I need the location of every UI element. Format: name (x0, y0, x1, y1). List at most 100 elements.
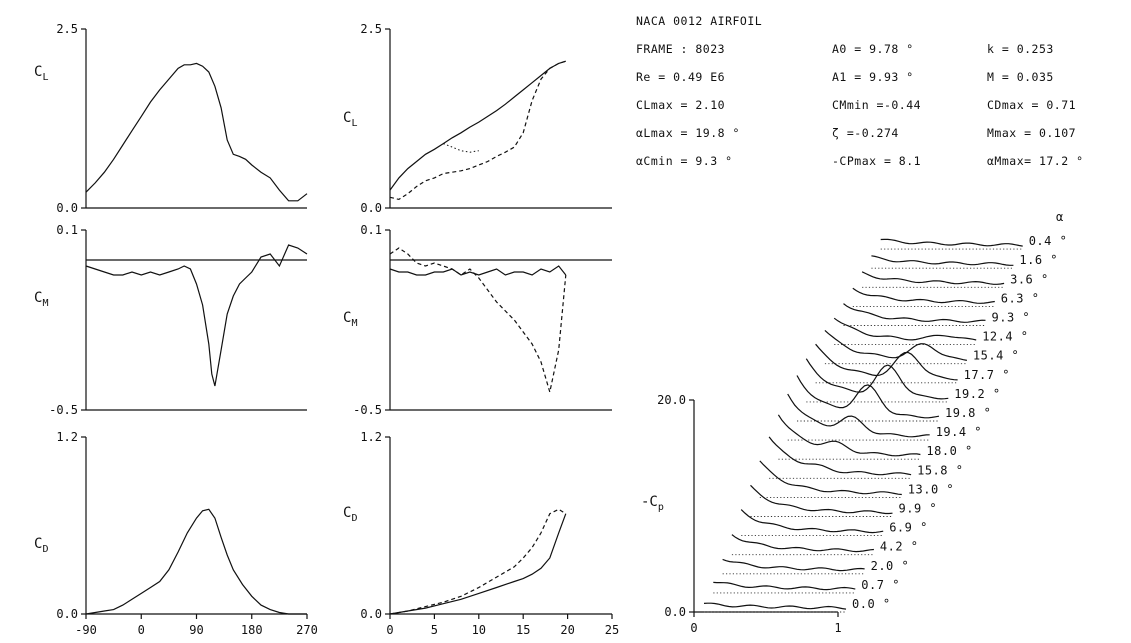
cp-trace (796, 375, 940, 419)
y-tick-label-max: 1.2 (56, 430, 78, 444)
x-tick-label: 5 (431, 623, 438, 637)
info-cdmax: CDmax = 0.71 (987, 98, 1076, 112)
info-block: NACA 0012 AIRFOIL FRAME : 8023 A0 = 9.78… (636, 14, 1084, 168)
alpha-label: 6.9 ° (889, 521, 928, 535)
cp-trace (740, 509, 884, 534)
cp-trace (759, 460, 902, 496)
x-tick-label: 20 (560, 623, 574, 637)
cp-trace (805, 358, 949, 400)
alpha-label: 9.3 ° (992, 311, 1031, 325)
info-a1: A1 = 9.93 ° (832, 70, 914, 84)
alpha-label: 2.0 ° (871, 559, 910, 573)
series-line-solid (85, 244, 308, 387)
cp-trace (833, 317, 977, 341)
cl-alpha-panel: 0.0 2.5 CL (343, 22, 612, 215)
info-re: Re = 0.49 E6 (636, 70, 725, 84)
alpha-label: 4.2 ° (880, 540, 919, 554)
cl-phase-panel: 0.0 2.5 CL (34, 22, 308, 215)
y-tick-label-min: -0.5 (49, 403, 78, 417)
info-clmax: CLmax = 2.10 (636, 98, 725, 112)
series-line-dashed (389, 247, 567, 393)
cp-trace (750, 484, 893, 515)
cm-phase-panel: -0.5 0.1 CM (34, 223, 308, 417)
cp-waterfall-chart: 20.0 0.0 -Cp 0 1 α 0.4 ° 1.6 ° 3.6 ° 6.3 ° 9.3 ° 12… (641, 210, 1067, 635)
alpha-label: 15.8 ° (917, 463, 963, 477)
x-tick-label: 25 (605, 623, 619, 637)
y-axis-label: CL (343, 110, 357, 129)
y-tick-label-max: 2.5 (360, 22, 382, 36)
cp-trace (722, 558, 865, 572)
series-line-dashed (389, 508, 567, 615)
info-k: k = 0.253 (987, 42, 1054, 56)
cp-trace (777, 414, 921, 457)
info-alpha-cmin: αCmin = 9.3 ° (636, 154, 733, 168)
y-tick-label-min: -0.5 (353, 403, 382, 417)
cd-alpha-panel: 0.0 1.2 CD 0 5 10 15 20 25 (343, 430, 619, 637)
y-tick-label-max: 0.1 (360, 223, 382, 237)
x-tick-label: 90 (189, 623, 203, 637)
x-tick-label: 10 (472, 623, 486, 637)
cp-trace (768, 436, 912, 476)
info-cmmin: CMmin =-0.44 (832, 98, 921, 112)
x-tick-label: 0 (138, 623, 145, 637)
info-alpha-mmax: αMmax= 17.2 ° (987, 154, 1084, 168)
y-tick-label-max: 1.2 (360, 430, 382, 444)
x-tick-label: 0 (386, 623, 393, 637)
y-axis-label: CD (343, 505, 357, 524)
cp-trace (880, 238, 1023, 247)
series-line-dotted (443, 143, 479, 153)
alpha-legend-title: α (1056, 210, 1064, 224)
cp-trace (852, 287, 995, 304)
cp-x-tick-label: 0 (690, 621, 697, 635)
x-tick-label: 180 (241, 623, 263, 637)
alpha-label: 19.4 ° (936, 425, 982, 439)
cp-y-axis-label: -Cp (641, 494, 664, 513)
alpha-label: 18.0 ° (926, 444, 972, 458)
series-line-solid (389, 60, 566, 191)
y-axis-label: CM (343, 310, 357, 329)
cp-y-tick-label-min: 0.0 (664, 605, 686, 619)
chart-panels: 0.0 2.5 CL 0.0 2.5 CL -0.5 0.1 CM -0.5 0.1 CM 0.0 1.2… (34, 22, 619, 637)
series-line-solid (389, 265, 567, 276)
cp-trace (731, 534, 874, 553)
series-line-dashed (389, 60, 566, 201)
y-tick-label-min: 0.0 (56, 201, 78, 215)
alpha-label: 6.3 ° (1001, 291, 1040, 305)
y-tick-label-min: 0.0 (360, 201, 382, 215)
info-mmax: Mmax = 0.107 (987, 126, 1076, 140)
alpha-label: 0.0 ° (852, 597, 891, 611)
y-tick-label-min: 0.0 (360, 607, 382, 621)
y-tick-label-max: 2.5 (56, 22, 78, 36)
cm-alpha-panel: -0.5 0.1 CM (343, 223, 612, 417)
y-tick-label-min: 0.0 (56, 607, 78, 621)
cp-trace (815, 343, 958, 381)
alpha-label: 19.8 ° (945, 406, 991, 420)
alpha-label: 15.4 ° (973, 349, 1019, 363)
y-tick-label-max: 0.1 (56, 223, 78, 237)
info-cpmax: -CPmax = 8.1 (832, 154, 921, 168)
info-alpha-lmax: αLmax = 19.8 ° (636, 126, 740, 140)
alpha-label: 13.0 ° (908, 482, 954, 496)
alpha-label: 0.7 ° (861, 578, 900, 592)
airfoil-title: NACA 0012 AIRFOIL (636, 14, 762, 28)
x-tick-label: 270 (296, 623, 318, 637)
cp-trace (824, 329, 968, 361)
alpha-label: 3.6 ° (1010, 272, 1049, 286)
alpha-label: 9.9 ° (899, 502, 938, 516)
alpha-label: 17.7 ° (964, 368, 1010, 382)
cp-trace (871, 255, 1014, 266)
alpha-label: 12.4 ° (982, 330, 1028, 344)
alpha-label: 1.6 ° (1019, 253, 1058, 267)
info-m: M = 0.035 (987, 70, 1054, 84)
cd-phase-panel: 0.0 1.2 CD -90 0 90 180 270 (34, 430, 318, 637)
series-line-solid (85, 62, 308, 202)
y-axis-label: CL (34, 64, 48, 83)
cp-x-tick-label: 1 (834, 621, 841, 635)
cp-trace (787, 393, 930, 438)
cp-y-tick-label-max: 20.0 (657, 393, 686, 407)
y-axis-label: CD (34, 536, 48, 555)
cp-trace (713, 581, 856, 591)
y-axis-label: CM (34, 290, 48, 309)
alpha-label: 19.2 ° (954, 387, 1000, 401)
